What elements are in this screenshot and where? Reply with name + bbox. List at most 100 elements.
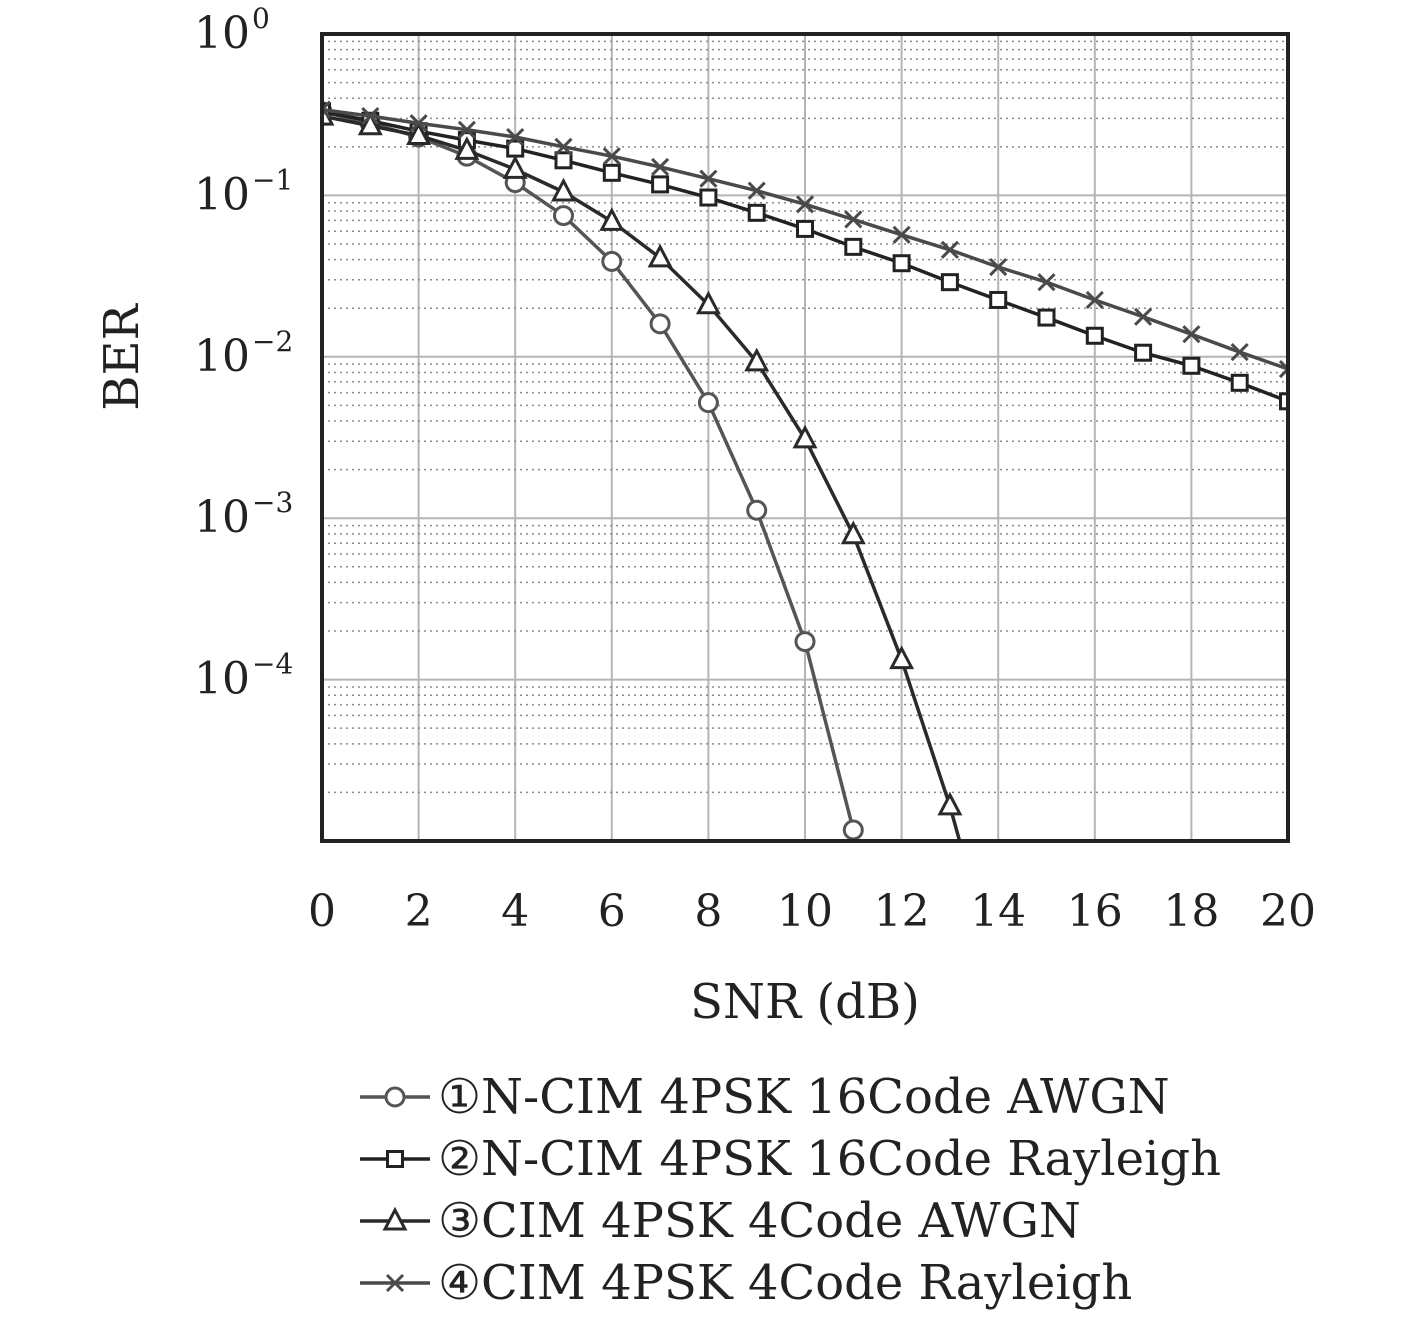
data-point (322, 100, 332, 119)
x-tick-label: 10 (777, 886, 833, 937)
data-point (1278, 359, 1288, 379)
data-point (601, 250, 623, 272)
y-tick-exponent: −2 (252, 325, 293, 358)
data-point (1085, 290, 1104, 310)
x-tick-label: 12 (874, 886, 930, 937)
x-tick-label: 18 (1163, 886, 1219, 937)
y-tick-label: 10 (194, 654, 250, 705)
data-point-stroke (1037, 273, 1056, 292)
data-point-stroke (699, 169, 718, 188)
data-point (840, 520, 866, 545)
data-point (744, 347, 770, 372)
data-point-stroke (844, 210, 863, 229)
data-point (357, 111, 383, 136)
y-tick-exponent: −3 (252, 486, 293, 519)
x-tick-label: 4 (501, 886, 529, 937)
x-tick-label: 20 (1260, 886, 1316, 937)
legend-marker (384, 1086, 406, 1108)
data-point (1230, 373, 1249, 392)
data-point-stroke (361, 107, 380, 126)
x-tick-label: 14 (970, 886, 1026, 937)
legend-item: ①N-CIM 4PSK 16Code AWGN (360, 1069, 1170, 1125)
x-tick-label: 0 (308, 886, 336, 937)
data-point (940, 273, 959, 292)
data-point (1134, 307, 1153, 326)
legend-marker (382, 1206, 408, 1231)
data-point (454, 136, 480, 160)
data-point (697, 392, 719, 414)
data-point (409, 114, 428, 133)
data-point (1134, 343, 1153, 362)
data-point-stroke (940, 240, 959, 259)
data-point (892, 254, 911, 273)
legend-item: ④CIM 4PSK 4Code Rayleigh (360, 1255, 1132, 1311)
data-point-stroke (1278, 366, 1288, 379)
data-point-stroke (1134, 307, 1153, 326)
data-point (506, 127, 525, 147)
data-point (1279, 392, 1288, 411)
legend-item: ②N-CIM 4PSK 16Code Rayleigh (360, 1131, 1221, 1187)
legend-label: ②N-CIM 4PSK 16Code Rayleigh (438, 1131, 1221, 1187)
legend-marker (386, 1150, 404, 1168)
y-tick-exponent: −4 (252, 648, 293, 681)
data-point-stroke (602, 147, 621, 166)
x-tick-label: 8 (694, 886, 722, 937)
legend-marker (385, 1273, 405, 1293)
data-point (554, 137, 573, 156)
data-point (1182, 356, 1201, 375)
data-point (553, 205, 574, 227)
data-point (1037, 273, 1056, 292)
data-point (747, 203, 766, 222)
legend-label: ③CIM 4PSK 4Code AWGN (438, 1193, 1081, 1249)
data-point (695, 290, 721, 315)
legend: ①N-CIM 4PSK 16Code AWGN ②N-CIM 4PSK 16Cod… (360, 1069, 1221, 1311)
data-point (361, 107, 380, 126)
data-point-stroke (409, 114, 428, 133)
data-point (989, 257, 1008, 277)
data-point-stroke (322, 100, 332, 112)
data-point (892, 225, 911, 244)
data-point-stroke (1278, 359, 1288, 372)
legend-item: ③CIM 4PSK 4Code AWGN (360, 1193, 1081, 1249)
data-point (989, 290, 1008, 309)
data-point (551, 177, 576, 202)
y-tick-label: 10 (194, 169, 250, 220)
data-point (406, 121, 432, 146)
data-point (842, 819, 864, 841)
data-point (747, 181, 766, 200)
data-point-stroke (554, 137, 573, 156)
series-layer (322, 100, 1288, 841)
data-point (651, 175, 670, 194)
y-tick-label: 10 (194, 492, 250, 543)
series-4 (322, 100, 1288, 379)
data-point-stroke (457, 120, 476, 139)
data-point-stroke (651, 157, 670, 177)
data-point-stroke (1085, 290, 1104, 310)
legend-label: ④CIM 4PSK 4Code Rayleigh (438, 1255, 1132, 1311)
data-point (1085, 326, 1104, 345)
data-point (794, 631, 816, 653)
data-point (1037, 308, 1056, 327)
data-point (792, 424, 818, 449)
y-axis-label: BER (94, 302, 150, 410)
legend-label: ①N-CIM 4PSK 16Code AWGN (438, 1069, 1170, 1125)
data-point (746, 499, 768, 521)
y-tick-label: 10 (194, 8, 250, 59)
data-point-stroke (747, 181, 766, 200)
data-point (457, 120, 476, 139)
x-tick-label: 2 (405, 886, 433, 937)
y-tick-exponent: 0 (252, 2, 270, 35)
data-point (940, 240, 959, 259)
data-point (937, 791, 963, 816)
x-axis-label: SNR (dB) (690, 974, 920, 1030)
data-point-stroke (1230, 342, 1249, 362)
data-point-stroke (1182, 325, 1201, 344)
data-point (796, 219, 814, 238)
data-point (651, 157, 670, 177)
y-tick-exponent: −1 (252, 163, 293, 196)
data-point (795, 195, 815, 214)
data-point (844, 210, 863, 229)
data-point (1182, 325, 1201, 344)
data-point-stroke (322, 107, 332, 119)
